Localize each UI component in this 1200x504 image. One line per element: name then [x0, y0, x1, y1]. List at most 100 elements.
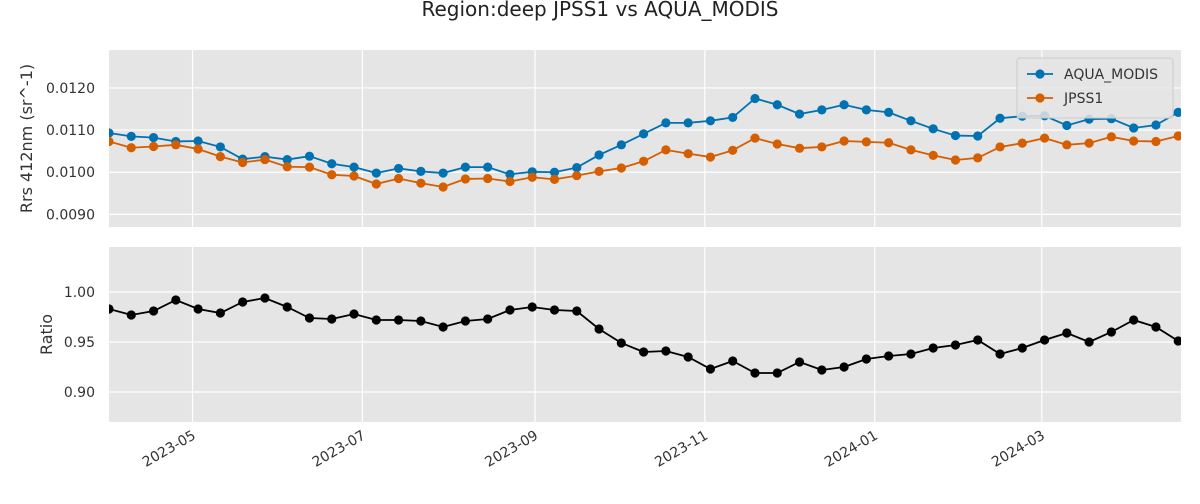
series-ratio-point [572, 306, 582, 316]
series-jpss1-point [594, 166, 604, 176]
series-aqua-modis-point [193, 136, 203, 146]
series-jpss1-point [639, 156, 649, 166]
series-ratio-point [1129, 315, 1139, 325]
series-ratio-point [639, 347, 649, 357]
series-jpss1-point [1017, 138, 1027, 148]
series-jpss1-point [1173, 131, 1181, 141]
series-jpss1-point [527, 172, 537, 182]
series-ratio-point [438, 322, 448, 332]
legend-marker [1035, 93, 1045, 103]
series-aqua-modis-point [683, 118, 693, 128]
legend: AQUA_MODIS JPSS1 [1016, 57, 1174, 119]
series-aqua-modis-point [371, 168, 381, 178]
series-jpss1-point [460, 174, 471, 184]
series-aqua-modis-point [1151, 120, 1161, 130]
series-aqua-modis-point [215, 142, 225, 152]
series-ratio-point [950, 340, 961, 350]
series-jpss1-point [349, 171, 359, 181]
series-jpss1-point [861, 137, 871, 147]
series-aqua-modis-point [1129, 123, 1139, 133]
series-jpss1-point [549, 174, 560, 184]
series-aqua-modis-point [728, 112, 738, 123]
series-ratio-point [460, 316, 471, 326]
y-tick-label: 0.0120 [46, 81, 95, 97]
series-ratio-point [839, 362, 849, 372]
series-jpss1-point [1084, 138, 1094, 148]
series-ratio-point [995, 349, 1005, 359]
series-aqua-modis-point [661, 118, 671, 128]
legend-marker [1035, 69, 1045, 79]
series-ratio-point [1084, 337, 1094, 347]
series-jpss1-point [238, 157, 248, 168]
series-jpss1-point [126, 143, 136, 153]
series-aqua-modis-point [928, 124, 938, 134]
series-ratio-point [705, 364, 716, 374]
series-group [109, 93, 1181, 192]
series-jpss1-point [750, 133, 760, 143]
series-ratio-point [794, 357, 805, 367]
y-tick-label: 0.90 [64, 385, 95, 401]
series-jpss1-point [148, 141, 159, 152]
series-jpss1-point [572, 170, 582, 181]
series-aqua-modis-point [549, 167, 560, 177]
series-ratio-point [327, 314, 337, 324]
series-jpss1-point [215, 152, 225, 162]
series-ratio-point [661, 346, 671, 356]
x-tick-label: 2024-01 [822, 428, 881, 471]
series-jpss1-point [282, 162, 292, 172]
series-jpss1-point [839, 136, 849, 146]
series-jpss1-point [304, 162, 315, 172]
series-jpss1-point [906, 145, 916, 155]
legend-label: JPSS1 [1063, 91, 1103, 107]
series-aqua-modis-point [950, 130, 961, 141]
series-aqua-modis-point [995, 113, 1005, 123]
series-jpss1-point [950, 155, 961, 165]
series-ratio-point [884, 351, 894, 361]
series-ratio-point [1106, 327, 1116, 337]
series-aqua-modis-point [861, 105, 871, 115]
series-ratio-point [973, 335, 983, 345]
legend-label: AQUA_MODIS [1064, 67, 1158, 83]
series-aqua-modis-point [416, 166, 426, 176]
series-jpss1-point [928, 150, 938, 160]
plot-background [109, 247, 1181, 422]
series-aqua-modis-point [750, 93, 760, 104]
y-tick-label: 0.0110 [46, 123, 95, 139]
series-aqua-modis-point [282, 154, 292, 165]
series-aqua-modis-point [460, 162, 471, 172]
series-ratio-point [371, 315, 381, 325]
series-jpss1-point [1151, 136, 1161, 147]
chart-title: Region:deep JPSS1 vs AQUA_MODIS [422, 0, 779, 21]
series-jpss1-point [683, 149, 693, 159]
series-ratio-point [282, 302, 292, 312]
y-tick-label: 1.00 [64, 285, 95, 301]
series-aqua-modis-point [639, 129, 649, 139]
series-ratio-point [594, 324, 604, 334]
series-aqua-modis-point [483, 162, 493, 172]
series-ratio-point [683, 352, 693, 362]
series-jpss1-point [973, 153, 983, 163]
series-jpss1-point [817, 142, 827, 152]
series-ratio-point [817, 365, 827, 375]
y-tick-label: 0.95 [64, 335, 95, 351]
series-ratio-point [861, 354, 871, 364]
y-tick-label: 0.0090 [46, 207, 95, 223]
x-tick-label: 2023-11 [652, 428, 711, 471]
series-aqua-modis-point [304, 151, 315, 161]
series-aqua-modis-point [438, 168, 448, 178]
series-ratio-point [750, 368, 760, 378]
series-jpss1-point [393, 173, 404, 184]
series-aqua-modis-point [393, 163, 404, 174]
series-aqua-modis-point [839, 100, 849, 110]
series-aqua-modis-point [126, 131, 136, 141]
series-ratio-point [505, 305, 515, 315]
x-tick-label: 2023-07 [310, 428, 369, 471]
series-aqua-modis-point [705, 116, 716, 126]
series-jpss1-point [193, 144, 203, 154]
x-tick-label: 2024-03 [989, 428, 1048, 471]
panel-2: 0.90 0.95 1.00 Ratio [37, 247, 1181, 422]
series-ratio-point [1151, 322, 1161, 332]
series-aqua-modis-point [505, 169, 515, 179]
